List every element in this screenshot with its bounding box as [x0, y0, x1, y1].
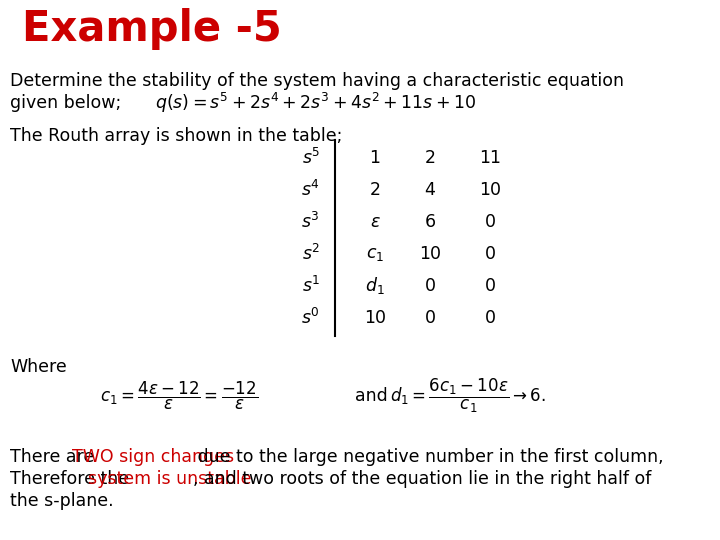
Text: Therefore the: Therefore the — [10, 470, 135, 488]
Text: $s^5$: $s^5$ — [302, 148, 320, 168]
Text: $s^2$: $s^2$ — [302, 244, 320, 264]
Text: $s^3$: $s^3$ — [302, 212, 320, 232]
Text: TWO sign changes: TWO sign changes — [72, 448, 234, 466]
Text: 0: 0 — [485, 213, 495, 231]
Text: $s^1$: $s^1$ — [302, 276, 320, 296]
Text: $c_1$: $c_1$ — [366, 245, 384, 263]
Text: 0: 0 — [485, 309, 495, 327]
Text: 10: 10 — [364, 309, 386, 327]
Text: 10: 10 — [419, 245, 441, 263]
Text: 0: 0 — [485, 245, 495, 263]
Text: 0: 0 — [485, 277, 495, 295]
Text: $q(s) = s^5 + 2s^4 + 2s^3 + 4s^2 + 11s + 10$: $q(s) = s^5 + 2s^4 + 2s^3 + 4s^2 + 11s +… — [155, 91, 477, 115]
Text: $d_1$: $d_1$ — [365, 275, 384, 296]
Text: Where: Where — [10, 358, 67, 376]
Text: , and two roots of the equation lie in the right half of: , and two roots of the equation lie in t… — [193, 470, 652, 488]
Text: 6: 6 — [424, 213, 436, 231]
Text: There are: There are — [10, 448, 100, 466]
Text: $s^4$: $s^4$ — [301, 180, 320, 200]
Text: system is unstable: system is unstable — [88, 470, 251, 488]
Text: 1: 1 — [369, 149, 380, 167]
Text: $\epsilon$: $\epsilon$ — [369, 213, 380, 231]
Text: 11: 11 — [479, 149, 501, 167]
Text: $d_1 = \dfrac{6c_1 - 10\epsilon}{c_1} \rightarrow 6.$: $d_1 = \dfrac{6c_1 - 10\epsilon}{c_1} \r… — [390, 377, 546, 415]
Text: and: and — [355, 387, 388, 405]
Text: Example -5: Example -5 — [22, 8, 282, 50]
Text: 0: 0 — [425, 309, 436, 327]
Text: Determine the stability of the system having a characteristic equation: Determine the stability of the system ha… — [10, 72, 624, 90]
Text: $s^0$: $s^0$ — [301, 308, 320, 328]
Text: given below;: given below; — [10, 94, 121, 112]
Text: 0: 0 — [425, 277, 436, 295]
Text: due to the large negative number in the first column,: due to the large negative number in the … — [192, 448, 664, 466]
Text: the s-plane.: the s-plane. — [10, 492, 114, 510]
Text: 10: 10 — [479, 181, 501, 199]
Text: $c_1 = \dfrac{4\epsilon - 12}{\epsilon} = \dfrac{-12}{\epsilon}$: $c_1 = \dfrac{4\epsilon - 12}{\epsilon} … — [100, 380, 258, 412]
Text: 2: 2 — [425, 149, 436, 167]
Text: 4: 4 — [425, 181, 436, 199]
Text: 2: 2 — [369, 181, 380, 199]
Text: The Routh array is shown in the table;: The Routh array is shown in the table; — [10, 127, 343, 145]
